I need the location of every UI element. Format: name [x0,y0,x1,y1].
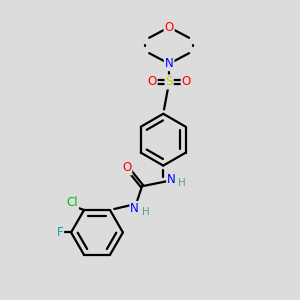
Text: O: O [147,76,157,88]
Text: H: H [178,178,185,188]
Text: O: O [122,161,131,175]
Text: N: N [167,173,176,186]
Text: N: N [130,202,139,215]
Text: O: O [164,21,174,34]
Text: F: F [57,226,63,239]
Text: H: H [142,207,149,217]
Text: Cl: Cl [67,196,78,209]
Text: O: O [182,76,191,88]
Text: N: N [165,57,173,70]
Text: S: S [166,76,173,88]
